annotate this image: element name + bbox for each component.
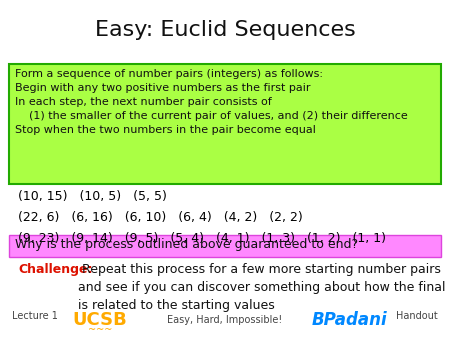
Text: Repeat this process for a few more starting number pairs
and see if you can disc: Repeat this process for a few more start… bbox=[78, 263, 450, 312]
Text: Lecture 1: Lecture 1 bbox=[12, 311, 58, 321]
Text: (22, 6)   (6, 16)   (6, 10)   (6, 4)   (4, 2)   (2, 2): (22, 6) (6, 16) (6, 10) (6, 4) (4, 2) (2… bbox=[18, 211, 303, 224]
Text: Easy: Euclid Sequences: Easy: Euclid Sequences bbox=[94, 20, 356, 40]
Text: Form a sequence of number pairs (integers) as follows:
Begin with any two positi: Form a sequence of number pairs (integer… bbox=[15, 69, 408, 135]
Text: Handout: Handout bbox=[396, 311, 438, 321]
FancyBboxPatch shape bbox=[9, 235, 441, 257]
Text: Challenge:: Challenge: bbox=[18, 263, 93, 276]
FancyBboxPatch shape bbox=[9, 64, 441, 184]
Text: (10, 15)   (10, 5)   (5, 5): (10, 15) (10, 5) (5, 5) bbox=[18, 190, 167, 203]
Text: (9, 23)   (9, 14)   (9, 5)   (5, 4)   (4, 1)   (1, 3)   (1, 2)   (1, 1): (9, 23) (9, 14) (9, 5) (5, 4) (4, 1) (1,… bbox=[18, 232, 386, 245]
Text: ~~~: ~~~ bbox=[88, 325, 112, 335]
Text: UCSB: UCSB bbox=[72, 311, 127, 329]
Text: Easy, Hard, Impossible!: Easy, Hard, Impossible! bbox=[167, 315, 283, 325]
Text: BPadani: BPadani bbox=[312, 311, 388, 329]
Text: Why is the process outlined above guaranteed to end?: Why is the process outlined above guaran… bbox=[15, 238, 358, 251]
